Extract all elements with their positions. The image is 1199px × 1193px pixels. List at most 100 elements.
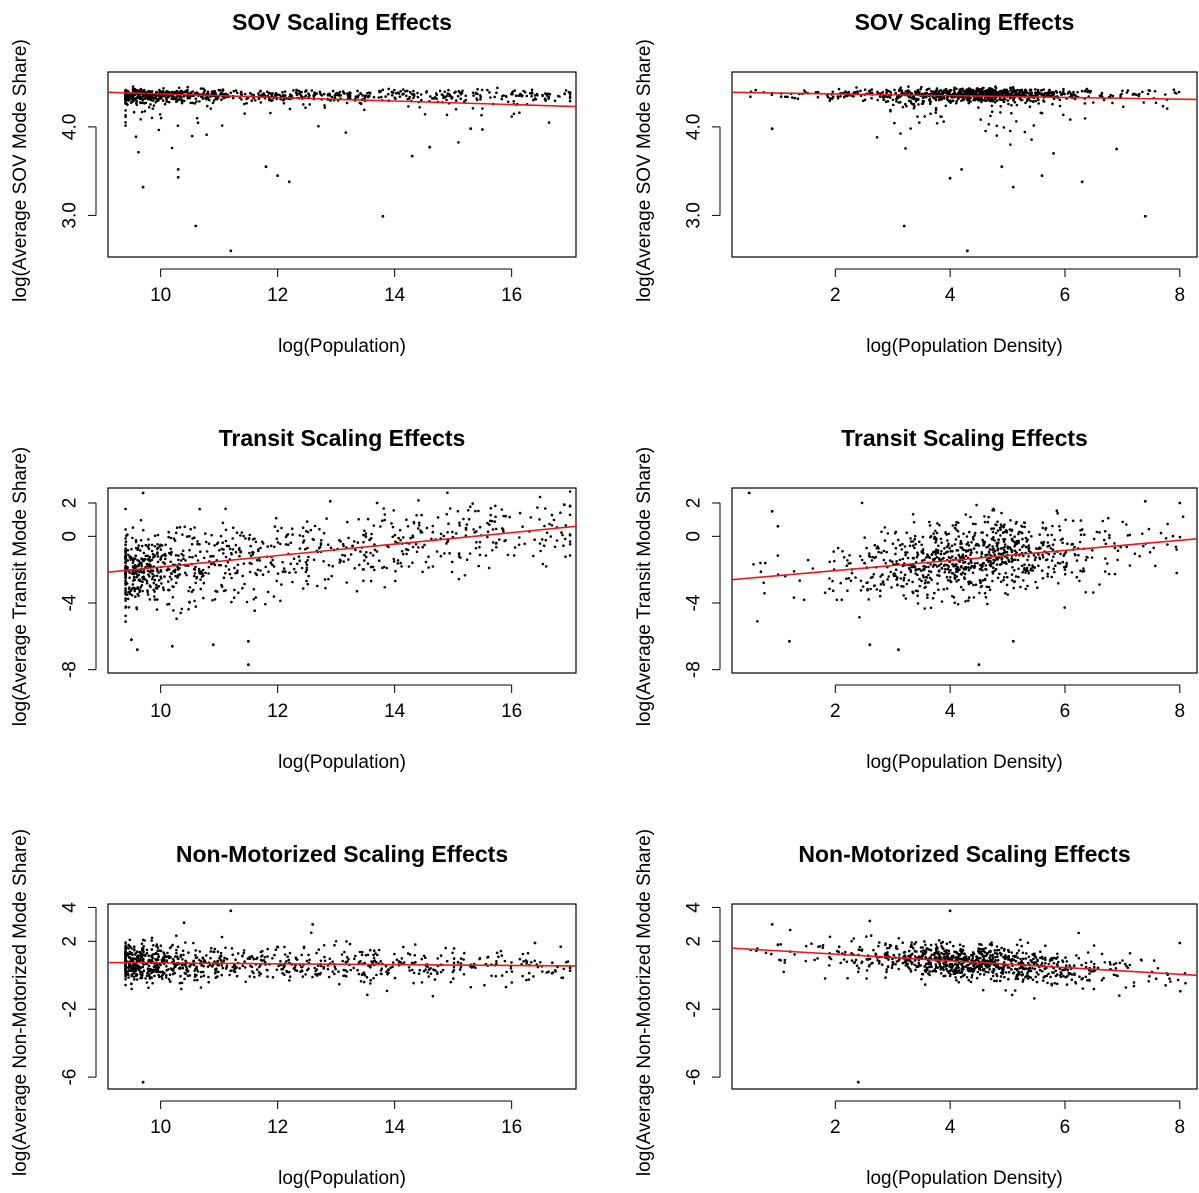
data-point (224, 564, 228, 568)
data-point (956, 955, 960, 958)
data-point (999, 534, 1002, 537)
data-point (955, 99, 958, 103)
data-point (195, 100, 198, 103)
data-point (205, 133, 208, 136)
data-point (525, 962, 528, 965)
data-point (239, 551, 242, 554)
data-point (859, 589, 863, 592)
data-point (292, 567, 296, 571)
data-point (323, 955, 326, 959)
data-point (156, 560, 160, 564)
data-point (1098, 583, 1101, 586)
data-point (974, 91, 978, 95)
data-point (541, 93, 544, 97)
data-point (445, 512, 449, 516)
data-point (934, 949, 938, 952)
data-point (894, 574, 897, 578)
data-point (124, 528, 127, 531)
data-point (935, 531, 939, 535)
data-point (391, 965, 394, 969)
data-point (918, 584, 922, 588)
data-point (393, 976, 397, 980)
data-point (183, 99, 186, 103)
data-point (947, 532, 951, 536)
data-point (445, 98, 448, 102)
data-point (136, 586, 140, 589)
data-point (179, 974, 182, 978)
data-point (791, 96, 794, 99)
data-point (764, 561, 767, 565)
data-point (511, 90, 515, 93)
data-point (212, 554, 215, 558)
data-point (212, 99, 216, 102)
data-point (245, 600, 249, 604)
data-point (135, 959, 139, 963)
data-point (140, 584, 144, 587)
data-point (171, 943, 174, 947)
data-point (274, 948, 278, 951)
data-point (155, 547, 159, 551)
data-point (145, 579, 149, 583)
data-point (169, 945, 173, 949)
fit-line (107, 961, 577, 967)
data-point (905, 531, 908, 534)
data-point (157, 128, 161, 132)
data-point (1000, 524, 1004, 528)
data-point (427, 566, 430, 569)
data-point (1050, 575, 1053, 579)
data-point (159, 548, 163, 551)
data-point (1007, 102, 1010, 106)
data-point (264, 565, 268, 569)
data-point (955, 580, 958, 583)
data-point (252, 588, 256, 591)
data-point (214, 589, 217, 593)
data-point (951, 550, 954, 553)
data-point (1027, 549, 1031, 553)
data-point (997, 948, 1001, 952)
data-point (881, 95, 885, 98)
data-point (186, 970, 189, 973)
data-point (959, 948, 962, 952)
data-point (126, 533, 129, 536)
data-point (872, 573, 876, 576)
data-point (901, 542, 904, 546)
data-point (411, 534, 415, 537)
data-point (124, 599, 127, 602)
data-point (191, 537, 194, 540)
data-point (550, 524, 554, 527)
data-point (973, 531, 977, 535)
data-point (1106, 562, 1109, 565)
data-point (172, 609, 175, 612)
data-point (1108, 533, 1111, 537)
data-point (326, 93, 330, 97)
data-point (241, 954, 244, 958)
data-point (504, 538, 507, 542)
data-point (955, 101, 958, 105)
data-point (370, 960, 373, 963)
data-point (458, 968, 462, 971)
data-point (1026, 584, 1029, 588)
data-point (977, 106, 980, 109)
data-point (355, 589, 359, 593)
data-point (196, 121, 200, 124)
data-point (301, 587, 305, 590)
data-point (400, 565, 403, 568)
data-point (167, 580, 170, 583)
data-point (870, 96, 873, 100)
data-point (433, 978, 437, 981)
data-point (518, 111, 521, 114)
data-point (160, 97, 163, 100)
data-point (972, 596, 976, 599)
data-point (201, 970, 205, 974)
data-point (912, 102, 916, 106)
data-point (839, 95, 842, 98)
x-axis-label: log(Population) (278, 336, 406, 357)
data-point (930, 553, 934, 557)
data-point (1032, 554, 1036, 557)
data-point (479, 94, 482, 97)
data-point (390, 94, 394, 97)
data-point (252, 598, 256, 601)
data-point (153, 598, 157, 601)
data-point (934, 90, 937, 94)
